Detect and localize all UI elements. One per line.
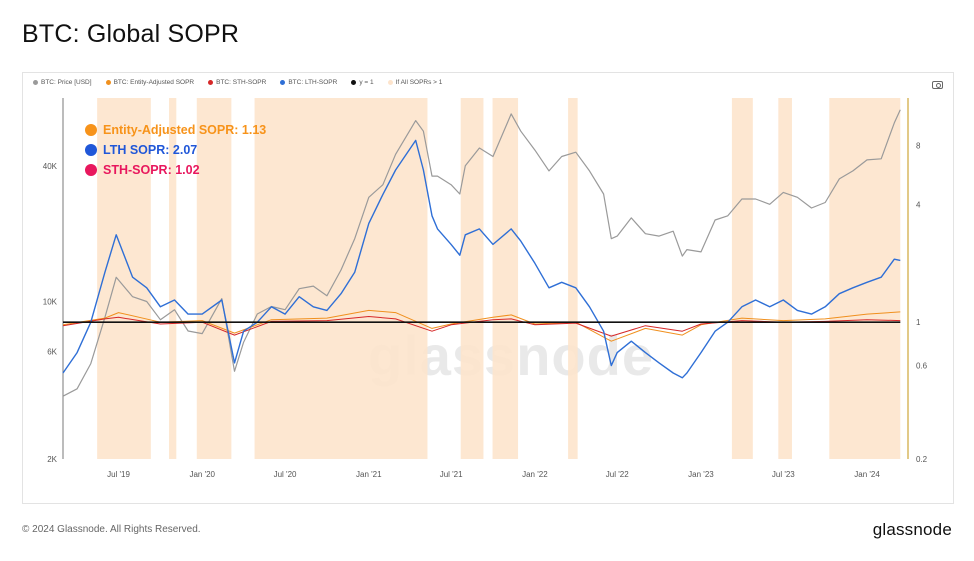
annotation-sth-sopr: STH-SOPR: 1.02: [85, 163, 200, 177]
shaded-period-6: [568, 98, 578, 459]
shaded-period-7: [731, 98, 753, 459]
y-left-tick-label-1: 6K: [47, 347, 57, 356]
chart-card: BTC: Price [USD] BTC: Entity-Adjusted SO…: [22, 72, 954, 504]
y-right-tick-label-4: 8: [916, 142, 921, 151]
y-right-tick-label-3: 4: [916, 200, 921, 209]
legend-swatch: [280, 80, 286, 85]
x-tick-label-3: Jan '21: [356, 470, 382, 479]
legend-item-lth-sopr[interactable]: BTC: LTH-SOPR: [280, 79, 337, 86]
legend-item-entity-sopr[interactable]: BTC: Entity-Adjusted SOPR: [105, 79, 194, 86]
footer-copyright: © 2024 Glassnode. All Rights Reserved.: [22, 524, 201, 535]
legend: BTC: Price [USD] BTC: Entity-Adjusted SO…: [33, 79, 442, 86]
page-title: BTC: Global SOPR: [22, 20, 240, 48]
x-tick-label-9: Jan '24: [854, 470, 880, 479]
y-left-tick-label-3: 40K: [43, 162, 58, 171]
y-right-tick-label-1: 0.6: [916, 362, 928, 371]
shaded-period-5: [492, 98, 519, 459]
legend-item-all-sopr-above-1[interactable]: If All SOPRs > 1: [387, 79, 442, 86]
series-line-1: [62, 309, 901, 342]
annotation-dot: [85, 144, 97, 156]
x-tick-label-7: Jan '23: [688, 470, 714, 479]
shaded-period-9: [829, 98, 901, 459]
annotation-dot: [85, 164, 97, 176]
x-tick-label-6: Jul '22: [606, 470, 629, 479]
shaded-period-1: [169, 98, 177, 459]
x-tick-label-2: Jul '20: [274, 470, 297, 479]
shaded-period-8: [778, 98, 792, 459]
y-left-tick-label-2: 10K: [43, 297, 58, 306]
series-line-0: [62, 109, 901, 397]
series-line-3: [62, 139, 901, 379]
x-tick-label-8: Jul '23: [772, 470, 795, 479]
legend-swatch: [33, 80, 38, 85]
annotation-lth-sopr: LTH SOPR: 2.07: [85, 143, 197, 157]
shaded-period-2: [196, 98, 232, 459]
legend-item-y1[interactable]: y = 1: [351, 79, 374, 86]
x-tick-label-1: Jan '20: [189, 470, 215, 479]
legend-item-sth-sopr[interactable]: BTC: STH-SOPR: [208, 79, 266, 86]
annotation-entity-sopr: Entity-Adjusted SOPR: 1.13: [85, 123, 266, 137]
shaded-period-0: [97, 98, 151, 459]
shaded-period-3: [254, 98, 428, 459]
y-right-tick-label-0: 0.2: [916, 455, 928, 464]
legend-swatch: [105, 80, 111, 85]
y-right-tick-label-2: 1: [916, 318, 921, 327]
legend-item-price[interactable]: BTC: Price [USD]: [33, 79, 92, 86]
footer-brand-logo[interactable]: glassnode: [872, 520, 952, 539]
y-left-tick-label-0: 2K: [47, 455, 57, 464]
x-tick-label-5: Jan '22: [522, 470, 548, 479]
legend-swatch: [208, 80, 214, 85]
sopr-chart: 2K 6K 10K 40K 0.2 0.6 1 4 8 Jul '19 Jan '20 Jul '20…: [43, 98, 928, 479]
x-tick-label-4: Jul '21: [440, 470, 463, 479]
shaded-period-4: [460, 98, 484, 459]
x-tick-label-0: Jul '19: [107, 470, 130, 479]
legend-swatch: [387, 80, 393, 85]
annotation-dot: [85, 124, 97, 136]
legend-swatch: [351, 80, 357, 85]
camera-icon[interactable]: [932, 81, 943, 89]
